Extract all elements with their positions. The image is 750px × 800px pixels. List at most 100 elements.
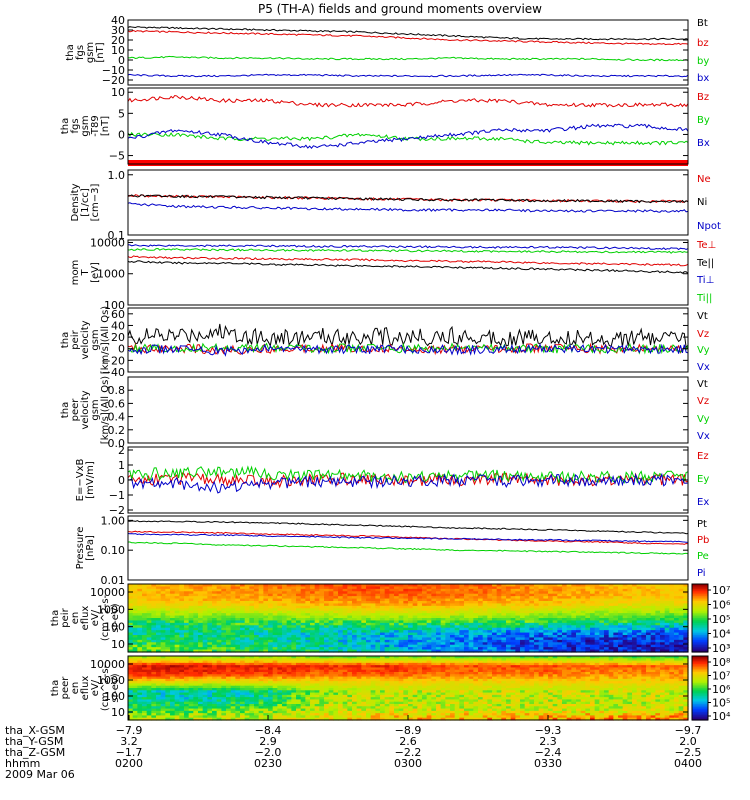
spectrogram-cell <box>338 630 344 634</box>
spectrogram-cell <box>613 632 619 636</box>
spectrogram-cell <box>226 605 232 609</box>
spectrogram-cell <box>170 667 176 671</box>
spectrogram-cell <box>198 608 204 612</box>
spectrogram-cell <box>506 642 512 646</box>
spectrogram-cell <box>501 613 507 617</box>
spectrogram-cell <box>520 639 526 643</box>
spectrogram-cell <box>240 630 246 634</box>
spectrogram-cell <box>137 618 143 622</box>
spectrogram-cell <box>314 630 320 634</box>
spectrogram-cell <box>632 649 638 653</box>
spectrogram-cell <box>314 601 320 605</box>
spectrogram-cell <box>566 647 572 651</box>
spectrogram-cell <box>482 630 488 634</box>
spectrogram-cell <box>422 676 428 680</box>
spectrogram-cell <box>478 627 484 631</box>
spectrogram-cell <box>240 662 246 666</box>
spectrogram-cell <box>678 593 684 597</box>
spectrogram-cell <box>398 625 404 629</box>
spectrogram-cell <box>440 618 446 622</box>
spectrogram-cell <box>137 630 143 634</box>
spectrogram-cell <box>324 630 330 634</box>
spectrogram-cell <box>478 608 484 612</box>
spectrogram-cell <box>510 644 516 648</box>
spectrogram-cell <box>594 667 600 671</box>
spectrogram-cell <box>515 658 521 662</box>
spectrogram-cell <box>468 630 474 634</box>
spectrogram-cell <box>426 647 432 651</box>
spectrogram-cell <box>356 613 362 617</box>
spectrogram-cell <box>496 591 502 595</box>
colorbar-segment <box>692 646 708 650</box>
spectrogram-cell <box>132 676 138 680</box>
spectrogram-cell <box>366 608 372 612</box>
spectrogram-cell <box>328 642 334 646</box>
spectrogram-cell <box>342 665 348 669</box>
spectrogram-cell <box>226 678 232 682</box>
spectrogram-cell <box>347 678 353 682</box>
spectrogram-cell <box>454 676 460 680</box>
spectrogram-cell <box>468 620 474 624</box>
spectrogram-cell <box>510 647 516 651</box>
spectrogram-cell <box>230 608 236 612</box>
spectrogram-cell <box>594 627 600 631</box>
spectrogram-cell <box>305 658 311 662</box>
spectrogram-cell <box>338 658 344 662</box>
spectrogram-cell <box>156 618 162 622</box>
spectrogram-cell <box>156 613 162 617</box>
spectrogram-cell <box>520 674 526 678</box>
spectrogram-cell <box>366 649 372 653</box>
spectrogram-cell <box>422 678 428 682</box>
spectrogram-cell <box>375 642 381 646</box>
spectrogram-cell <box>319 660 325 664</box>
spectrogram-cell <box>636 639 642 643</box>
spectrogram-cell <box>221 588 227 592</box>
spectrogram-cell <box>174 625 180 629</box>
spectrogram-cell <box>342 676 348 680</box>
spectrogram-cell <box>249 593 255 597</box>
spectrogram-cell <box>506 656 512 659</box>
spectrogram-cell <box>310 603 316 607</box>
spectrogram-cell <box>608 608 614 612</box>
spectrogram-cell <box>538 649 544 653</box>
y-axis-label-line: velocity <box>80 390 91 429</box>
spectrogram-cell <box>459 627 465 631</box>
spectrogram-cell <box>552 622 558 626</box>
spectrogram-cell <box>277 603 283 607</box>
spectrogram-cell <box>370 669 376 673</box>
spectrogram-cell <box>450 649 456 653</box>
spectrogram-cell <box>585 593 591 597</box>
spectrogram-cell <box>244 649 250 653</box>
spectrogram-cell <box>375 598 381 602</box>
spectrogram-cell <box>170 601 176 605</box>
spectrogram-cell <box>202 632 208 636</box>
spectrogram-cell <box>459 665 465 669</box>
spectrogram-cell <box>216 620 222 624</box>
spectrogram-cell <box>450 678 456 682</box>
spectrogram-cell <box>515 613 521 617</box>
spectrogram-cell <box>132 630 138 634</box>
spectrogram-cell <box>417 605 423 609</box>
spectrogram-cell <box>240 658 246 662</box>
spectrogram-cell <box>436 588 442 592</box>
spectrogram-cell <box>515 605 521 609</box>
spectrogram-cell <box>571 672 577 675</box>
spectrogram-cell <box>604 647 610 651</box>
spectrogram-cell <box>436 678 442 682</box>
spectrogram-cell <box>333 610 339 614</box>
spectrogram-cell <box>212 667 218 671</box>
spectrogram-cell <box>664 637 670 641</box>
spectrogram-cell <box>156 639 162 643</box>
legend-By: By <box>697 115 710 126</box>
colorbar-segment <box>692 633 708 636</box>
spectrogram-cell <box>543 632 549 636</box>
spectrogram-cell <box>669 647 675 651</box>
spectrogram-cell <box>380 598 386 602</box>
spectrogram-cell <box>655 669 661 673</box>
spectrogram-cell <box>445 622 451 626</box>
spectrogram-cell <box>506 588 512 592</box>
spectrogram-cell <box>650 639 656 643</box>
spectrogram-cell <box>529 647 535 651</box>
spectrogram-cell <box>156 669 162 673</box>
